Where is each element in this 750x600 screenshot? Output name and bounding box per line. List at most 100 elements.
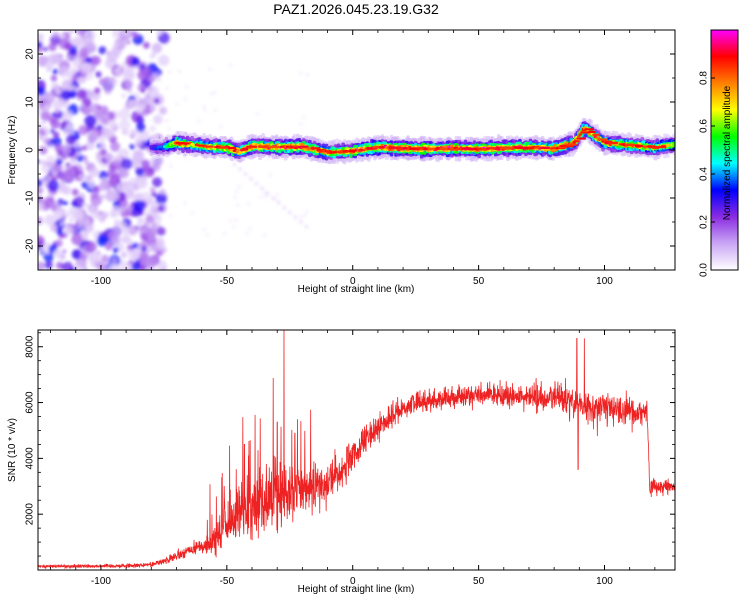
noise-dot [233,196,237,199]
noise-blob [94,186,100,192]
noise-blob [107,189,119,202]
x-tick-label: 100 [596,276,613,287]
noise-blob [81,105,92,116]
x-tick-label: 0 [350,576,356,587]
noise-blob [63,225,73,236]
noise-dot [205,233,209,237]
y-tick-label: 10 [25,96,36,108]
noise-blob [50,34,61,46]
noise-blob [38,85,46,96]
noise-dot [247,202,250,205]
noise-blob [46,155,55,164]
noise-blob [78,125,89,136]
noise-blob [138,130,150,142]
noise-blob [103,152,114,163]
noise-blob [122,206,128,212]
noise-blob [49,144,54,149]
noise-blob [48,42,57,52]
noise-blob [135,167,145,177]
noise-dot [169,164,172,168]
noise-blob [111,205,122,216]
noise-blob [50,118,61,129]
noise-blob [142,41,150,49]
noise-blob [99,148,107,156]
noise-blob [118,168,130,179]
noise-blob [90,205,96,210]
noise-blob [136,122,146,133]
noise-blob [141,246,147,252]
noise-blob [101,254,109,263]
noise-blob [58,171,68,181]
noise-blob [129,128,139,138]
noise-blob [63,201,68,206]
noise-blob [70,157,77,165]
noise-blob [58,66,70,78]
colorbar-tick-label: 0.6 [699,119,710,133]
snr-x-label: Height of straight line (km) [298,584,415,595]
noise-blob [125,189,135,200]
x-tick-label: -100 [91,576,111,587]
noise-blob [43,92,56,104]
noise-blob [106,50,119,62]
noise-blob [121,158,133,170]
noise-dot [190,212,194,215]
noise-blob [82,202,89,209]
noise-blob [71,188,79,196]
noise-blob [95,71,102,78]
noise-blob [43,46,48,52]
noise-blob [38,179,43,188]
noise-blob [97,263,107,270]
colorbar-tick-label: 0.4 [699,167,710,181]
noise-blob [78,173,85,180]
streak-dot [238,167,242,171]
noise-dot [237,185,241,188]
noise-blob [46,66,52,72]
noise-blob [77,89,88,99]
noise-blob [144,167,155,178]
streak-dot [293,215,297,219]
streak-dot [249,177,253,181]
streak-dot [277,201,281,205]
noise-blob [133,200,146,213]
noise-blob [53,163,62,173]
noise-blob [85,140,95,151]
noise-blob [61,153,68,160]
noise-blob [49,223,58,232]
noise-blob [55,239,63,248]
noise-dot [165,119,168,123]
noise-blob [158,54,170,67]
colorbar-bar [710,29,739,271]
noise-blob [92,94,97,99]
snr-x-ticks: -100 -50 0 50 100 [50,330,656,587]
noise-blob [38,235,45,248]
noise-dot [263,191,267,194]
snr-y-label: SNR (10 * v/v) [7,418,18,482]
noise-blob [126,248,131,254]
noise-blob [96,105,102,110]
noise-blob [123,69,135,81]
noise-blob [114,219,122,227]
noise-blob [82,155,88,160]
noise-dot [256,112,259,116]
noise-blob [126,40,131,45]
noise-dot [213,91,217,94]
noise-dot [203,228,206,232]
noise-dot [184,98,187,101]
x-tick-label: 50 [473,576,485,587]
spectral-ridge [149,117,675,165]
noise-blob [53,248,63,259]
noise-blob [44,260,53,270]
noise-blob [38,261,46,270]
noise-blob [90,191,99,200]
noise-dot [305,210,309,214]
x-tick-label: 100 [596,576,613,587]
noise-dot [210,92,213,95]
noise-dot [299,123,303,126]
streak-dot [232,162,236,166]
y-tick-label: 6000 [25,391,36,414]
snr-panel: -100 -50 0 50 100 2000 4000 6000 8000 Height of… [7,329,676,595]
noise-dot [263,234,266,237]
y-tick-label: 2000 [25,503,36,526]
y-tick-label: 4000 [25,447,36,470]
noise-blob [136,177,148,190]
